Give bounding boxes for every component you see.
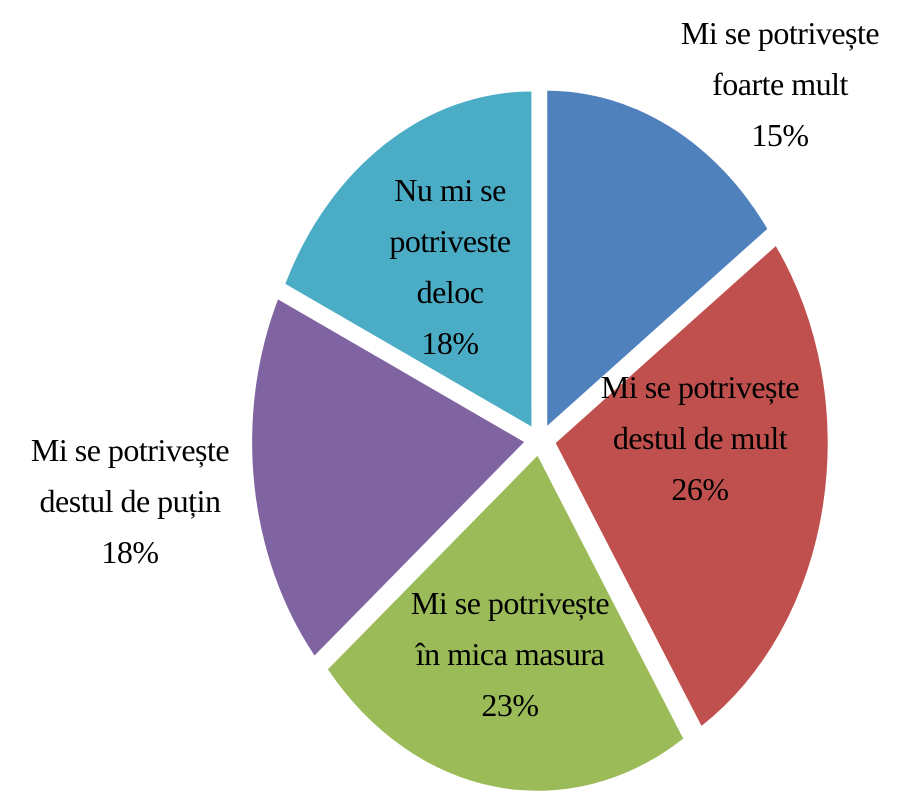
value-label: 26% (671, 471, 729, 507)
value-label: 15% (751, 117, 809, 153)
pie-slice (555, 246, 828, 726)
slice-label: Nu mi se potriveste deloc (389, 172, 511, 310)
value-label: 23% (481, 687, 539, 723)
slice-label: Mi se potrivește foarte mult (680, 15, 880, 102)
slice-label: Mi se potrivește destul de mult (600, 369, 800, 456)
slice-label: Mi se potrivește în mica masura (410, 585, 610, 672)
pie-slice (252, 299, 525, 656)
pie-slice (327, 455, 684, 791)
slice-label: Mi se potrivește destul de puțin (30, 432, 230, 519)
pie-slice (285, 91, 532, 427)
pie-slice (547, 90, 768, 426)
value-label: 18% (101, 534, 159, 570)
value-label: 18% (421, 325, 479, 361)
